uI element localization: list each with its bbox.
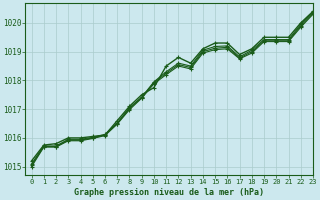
X-axis label: Graphe pression niveau de la mer (hPa): Graphe pression niveau de la mer (hPa) [74,188,264,197]
